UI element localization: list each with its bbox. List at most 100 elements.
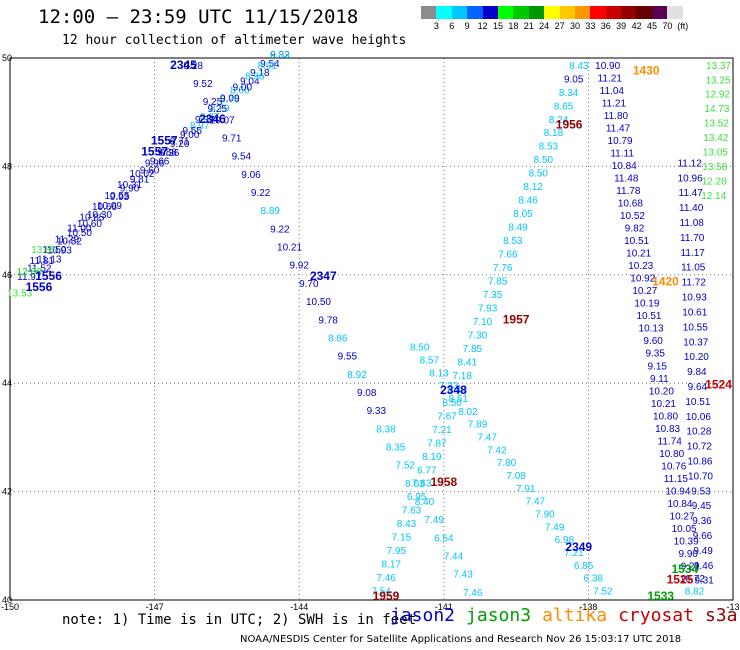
satellite-legend: jason2 jason3 altika cryosat s3a [390, 605, 740, 626]
wave-height-point: 9.82 [625, 224, 645, 235]
wave-height-point: 7.46 [463, 588, 483, 599]
colorbar-label: 3 [433, 21, 439, 31]
wave-height-point: 8.60 [230, 86, 250, 97]
colorbar-label: 36 [600, 21, 611, 31]
wave-height-point: 9.33 [367, 406, 387, 417]
wave-height-point: 10.51 [636, 311, 661, 322]
wave-height-point: 10.92 [630, 274, 655, 285]
wave-height-point: 7.91 [516, 484, 536, 495]
wave-height-point: 7.90 [535, 510, 555, 521]
wave-height-point: 8.57 [420, 356, 440, 367]
wave-height-point: 9.15 [648, 361, 668, 372]
wave-height-point: 7.21 [564, 548, 584, 559]
colorbar-label: 30 [569, 21, 581, 31]
wave-height-point: 7.43 [453, 570, 473, 581]
colorbar-swatch [544, 6, 560, 19]
wave-height-point: 10.50 [67, 228, 92, 239]
wave-height-point: 8.35 [386, 442, 406, 453]
wave-height-point: 7.63 [402, 506, 422, 517]
wave-height-point: 9.37 [195, 115, 215, 126]
wave-height-point: 10.39 [674, 537, 699, 548]
track-time-label: 1430 [633, 63, 660, 77]
colorbar-swatch [467, 6, 483, 19]
wave-height-point: 8.17 [382, 560, 402, 571]
wave-height-point: 9.55 [182, 126, 202, 137]
wave-height-point: 10.79 [608, 136, 633, 147]
wave-height-point: 10.90 [595, 61, 620, 72]
wave-height-point: 7.85 [488, 277, 508, 288]
wave-height-point: 10.84 [667, 499, 692, 510]
wave-height-point: 7.93 [478, 303, 498, 314]
wave-height-point: 8.49 [447, 384, 467, 395]
wave-height-point: 7.30 [468, 330, 488, 341]
footer-note: note: 1) Time is in UTC; 2) SWH is in fe… [62, 612, 417, 628]
wave-height-point: 9.60 [140, 166, 160, 177]
track-time-label: 2345 [170, 58, 197, 72]
wave-height-point: 6.95 [407, 492, 427, 503]
track-time-label: 1534 [671, 562, 698, 576]
track-time-label: 1420 [652, 275, 679, 289]
colorbar-swatch [590, 6, 606, 19]
wave-height-point: 12.00 [17, 267, 42, 278]
wave-height-point: 10.86 [687, 457, 712, 468]
track-time-label: 2346 [199, 112, 226, 126]
wave-height-point: 9.54 [260, 59, 280, 70]
wave-height-point: 11.47 [606, 123, 631, 134]
wave-height-point: 13.52 [704, 119, 729, 130]
wave-height-point: 7.46 [376, 573, 396, 584]
wave-height-point: 11.80 [604, 111, 629, 122]
wave-height-point: 11.97 [17, 272, 42, 283]
footer-credit: NOAA/NESDIS Center for Satellite Applica… [240, 634, 682, 645]
wave-height-point: 9.78 [318, 315, 338, 326]
wave-height-point: 9.25 [208, 104, 228, 115]
wave-height-point: 11.52 [27, 263, 52, 274]
wave-height-point: 8.86 [328, 333, 348, 344]
wave-height-point: 7.33 [439, 381, 459, 392]
wave-height-point: 8.24 [549, 115, 569, 126]
legend-item-jason3: jason3 [466, 605, 532, 626]
wave-height-point: 7.89 [468, 420, 488, 431]
wave-height-point: 10.51 [624, 236, 649, 247]
colorbar-swatch [605, 6, 622, 19]
wave-height-point: 9.00 [180, 130, 200, 141]
x-tick-label: -144 [290, 602, 308, 612]
wave-height-point: 10.68 [618, 199, 643, 210]
wave-height-point: 7.49 [545, 522, 565, 533]
wave-height-point: 8.18 [544, 128, 564, 139]
wave-height-point: 9.09 [220, 93, 240, 104]
y-tick-label: 44 [2, 378, 12, 388]
colorbar-label: 33 [585, 21, 596, 31]
wave-height-point: 8.91 [258, 61, 278, 72]
wave-height-point: 10.06 [686, 412, 711, 423]
wave-height-point: 8.43 [569, 61, 589, 72]
y-tick-label: 48 [2, 161, 12, 171]
colorbar-swatch [651, 6, 668, 19]
wave-height-point: 9.71 [170, 137, 190, 148]
wave-height-point: 9.49 [693, 546, 713, 557]
wave-height-point: 8.34 [559, 88, 579, 99]
chart-subtitle: 12 hour collection of altimeter wave hei… [62, 33, 407, 48]
colorbar-swatch [636, 6, 652, 19]
wave-height-point: 9.64 [688, 382, 708, 393]
wave-height-point: 10.61 [682, 307, 707, 318]
wave-height-point: 8.51 [449, 394, 469, 405]
wave-height-point: 11.11 [610, 148, 634, 159]
plot-frame [9, 57, 734, 601]
wave-height-point: 8.96 [245, 72, 265, 83]
wave-height-point: 10.28 [686, 427, 711, 438]
wave-height-point: 8.92 [347, 370, 367, 381]
wave-height-point: 10.05 [672, 524, 697, 535]
wave-height-point: 10.21 [277, 243, 302, 254]
wave-height-point: 10.13 [639, 324, 664, 335]
colorbar-swatch [528, 6, 545, 19]
wave-height-point: 9.36 [692, 516, 712, 527]
wave-height-point: 7.21 [432, 425, 452, 436]
wave-height-point: 9.22 [270, 224, 290, 235]
chart-axes: -150 -147 -144 -141 -138 -13 40 42 44 46 48 50 [1, 53, 740, 612]
wave-height-point: 13.58 [702, 162, 727, 173]
wave-height-point: 14.73 [704, 104, 729, 115]
wave-height-point: 11.48 [614, 173, 639, 184]
wave-height-point: 10.20 [684, 352, 709, 363]
wave-height-point: 7.47 [526, 497, 546, 508]
